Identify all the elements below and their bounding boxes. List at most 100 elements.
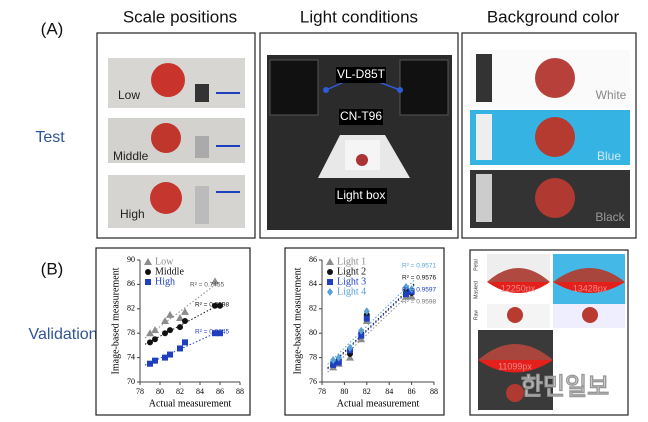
y-tick-label: 90 bbox=[127, 255, 135, 264]
point bbox=[152, 336, 158, 343]
image-label: Petal bbox=[473, 259, 479, 270]
point bbox=[176, 313, 184, 321]
pixel-count: 13428px bbox=[573, 283, 608, 293]
legend-label: Middle bbox=[155, 266, 184, 277]
frame bbox=[284, 247, 445, 416]
point bbox=[330, 356, 337, 365]
trend-line bbox=[144, 282, 219, 339]
pixel-count: 11099px bbox=[498, 361, 532, 371]
x-axis-label: Actual measurement bbox=[149, 398, 232, 409]
point bbox=[181, 307, 189, 315]
y-tick-label: 78 bbox=[127, 328, 135, 337]
point bbox=[162, 354, 168, 361]
legend-marker bbox=[144, 258, 152, 265]
frame bbox=[469, 249, 629, 416]
y-tick-label: 80 bbox=[309, 328, 317, 337]
x-tick-label: 84 bbox=[385, 387, 393, 396]
y-tick-label: 86 bbox=[127, 279, 135, 288]
point bbox=[212, 302, 218, 309]
frame bbox=[95, 247, 251, 416]
point bbox=[182, 318, 188, 324]
point bbox=[166, 310, 174, 318]
column-title: Background color bbox=[487, 7, 620, 26]
y-axis-label: Image-based measurement bbox=[110, 267, 121, 374]
photo-scale bbox=[108, 58, 245, 228]
trend-line bbox=[144, 302, 224, 345]
trend-line bbox=[327, 284, 416, 370]
x-tick-label: 80 bbox=[156, 387, 164, 396]
frame bbox=[96, 32, 256, 239]
legend-marker bbox=[326, 258, 334, 265]
x-tick-label: 86 bbox=[216, 387, 224, 396]
watermark: 한민일보 bbox=[521, 373, 609, 400]
annotation: R² = 0.9597 bbox=[402, 287, 437, 294]
photo-label: Blue bbox=[597, 149, 621, 163]
row-label: Validation bbox=[28, 326, 97, 343]
point bbox=[217, 330, 223, 337]
point bbox=[211, 277, 219, 285]
photo-label: CN-T96 bbox=[340, 109, 382, 123]
row-label: Test bbox=[35, 129, 65, 146]
y-tick-label: 86 bbox=[309, 255, 317, 264]
photo-label: High bbox=[120, 207, 145, 221]
legend-label: Light 1 bbox=[337, 256, 366, 267]
y-tick-label: 74 bbox=[127, 352, 135, 361]
legend-marker bbox=[327, 269, 333, 275]
segmentation-images bbox=[478, 254, 625, 410]
trend-line bbox=[327, 279, 416, 365]
point bbox=[358, 332, 365, 339]
point bbox=[146, 329, 154, 337]
annotation: R² = 0.9598 bbox=[195, 301, 230, 308]
x-tick-label: 86 bbox=[408, 387, 416, 396]
legend-label: High bbox=[155, 276, 175, 287]
x-tick-label: 88 bbox=[236, 387, 244, 396]
annotation: R² = 0.9571 bbox=[402, 263, 437, 270]
legend-label: Light 2 bbox=[337, 266, 366, 277]
point bbox=[177, 324, 183, 331]
pixel-count: 12250px bbox=[501, 283, 536, 293]
annotation: R² = 0.7455 bbox=[190, 281, 225, 288]
legend-label: Low bbox=[155, 256, 174, 267]
point bbox=[182, 339, 188, 346]
photo-light bbox=[267, 55, 452, 230]
point bbox=[408, 285, 415, 294]
y-tick-label: 84 bbox=[309, 279, 317, 288]
point bbox=[403, 291, 409, 298]
y-axis-label: Image-based measurement bbox=[292, 267, 303, 374]
point bbox=[152, 357, 158, 364]
annotation: R² = 0.9645 bbox=[195, 328, 230, 335]
image-label: Masked bbox=[473, 281, 479, 299]
x-axis-label: Actual measurement bbox=[337, 398, 420, 409]
point bbox=[212, 330, 218, 337]
panel-label: (B) bbox=[41, 259, 64, 278]
photo-label: VL-D85T bbox=[337, 67, 386, 81]
photo-label: Light box bbox=[337, 188, 386, 202]
legend-marker bbox=[327, 279, 333, 285]
x-tick-label: 82 bbox=[363, 387, 371, 396]
y-tick-label: 78 bbox=[309, 352, 317, 361]
point bbox=[217, 302, 223, 309]
y-tick-label: 76 bbox=[309, 377, 317, 386]
trend-line bbox=[327, 288, 416, 373]
panel-label: (A) bbox=[41, 19, 64, 38]
x-tick-label: 78 bbox=[136, 387, 144, 396]
point bbox=[330, 361, 337, 368]
image-label: Raw bbox=[473, 310, 479, 320]
frame bbox=[259, 32, 459, 239]
point bbox=[335, 359, 342, 366]
y-tick-label: 70 bbox=[127, 377, 135, 386]
point bbox=[167, 351, 173, 358]
photo-label: Black bbox=[595, 210, 625, 224]
point bbox=[357, 335, 366, 343]
legend-marker bbox=[145, 279, 151, 285]
photo-label: White bbox=[596, 88, 627, 102]
y-tick-label: 82 bbox=[127, 304, 135, 313]
column-title: Scale positions bbox=[123, 7, 237, 26]
frame bbox=[461, 32, 637, 239]
point bbox=[407, 292, 416, 300]
point bbox=[162, 330, 168, 337]
point bbox=[346, 353, 354, 361]
point bbox=[363, 307, 370, 316]
point bbox=[147, 339, 153, 346]
